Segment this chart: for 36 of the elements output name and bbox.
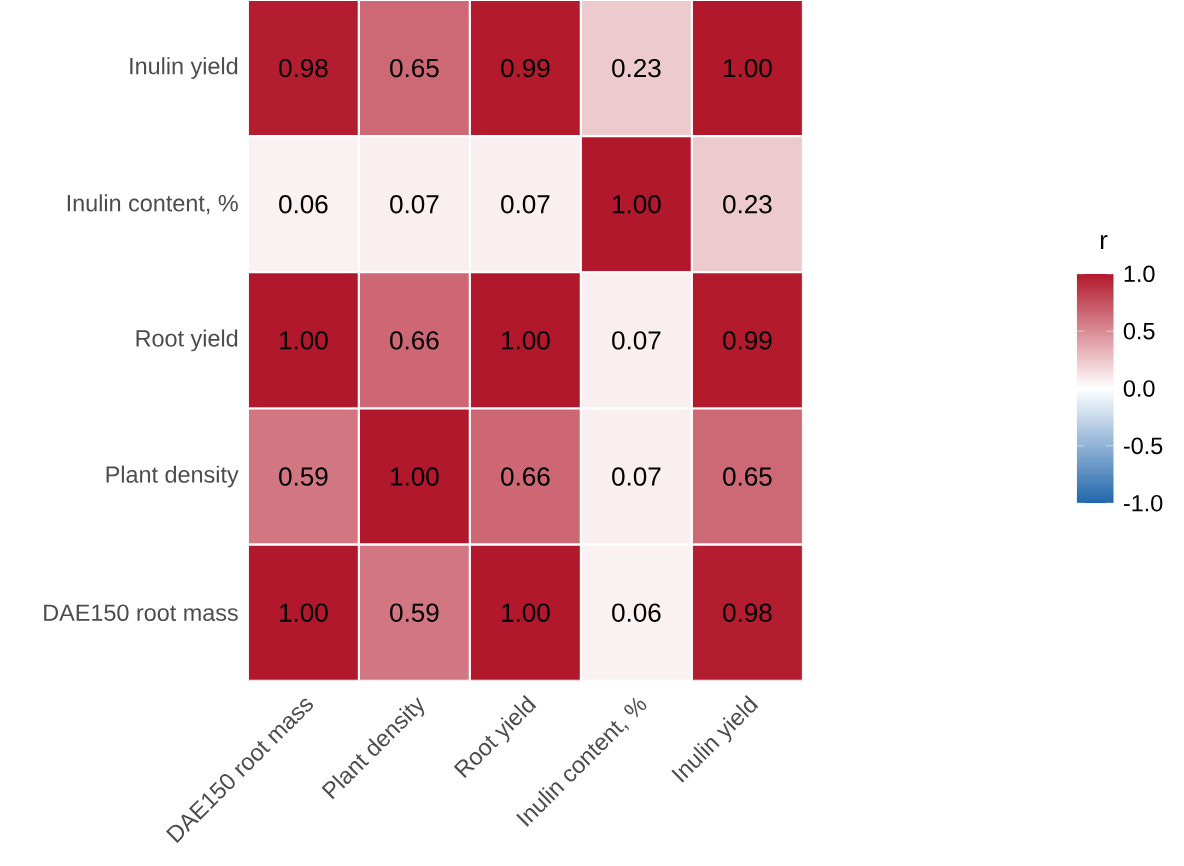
data-label: 0.59 — [279, 467, 328, 486]
color-bar-label: 1.0 — [1124, 265, 1155, 283]
data-label: 1.00 — [280, 603, 328, 623]
data-label: 1.00 — [502, 331, 550, 350]
data-label: 0.07 — [390, 195, 439, 214]
data-label: 0.65 — [723, 467, 772, 486]
data-label: 1.00 — [502, 603, 550, 623]
data-label: 0.23 — [612, 58, 661, 78]
color-bar-label: -1.0 — [1123, 494, 1163, 512]
color-bar-label: -0.5 — [1123, 437, 1163, 455]
y-tick-label: Inulin yield — [130, 57, 238, 80]
data-label: 0.06 — [612, 603, 661, 623]
data-label: 0.07 — [501, 195, 550, 214]
data-label: 1.00 — [613, 195, 661, 214]
data-label: 0.66 — [390, 331, 439, 350]
y-tick-label: Plant density — [106, 465, 239, 488]
data-label: 0.66 — [501, 467, 550, 486]
data-label: 1.00 — [391, 467, 439, 486]
color-bar-label: 0.5 — [1123, 322, 1155, 340]
y-tick-label: DAE150 root mass — [44, 604, 238, 622]
data-label: 0.99 — [723, 331, 772, 350]
color-bar-title: r — [1100, 235, 1108, 250]
data-label: 0.98 — [723, 603, 772, 623]
y-tick-label: Root yield — [136, 329, 238, 352]
data-label: 0.06 — [279, 195, 328, 214]
data-label: 0.65 — [390, 58, 439, 78]
y-tick-label: Inulin content, % — [67, 194, 238, 215]
data-label: 0.07 — [612, 331, 661, 350]
data-label: 0.23 — [723, 195, 772, 214]
data-label: 0.98 — [279, 58, 328, 78]
data-label: 1.00 — [280, 331, 328, 350]
data-label: 1.00 — [724, 58, 772, 78]
data-label: 0.99 — [501, 58, 550, 78]
data-label: 0.07 — [612, 467, 661, 486]
data-label: 0.59 — [390, 603, 439, 623]
color-bar-label: 0.0 — [1123, 380, 1155, 397]
